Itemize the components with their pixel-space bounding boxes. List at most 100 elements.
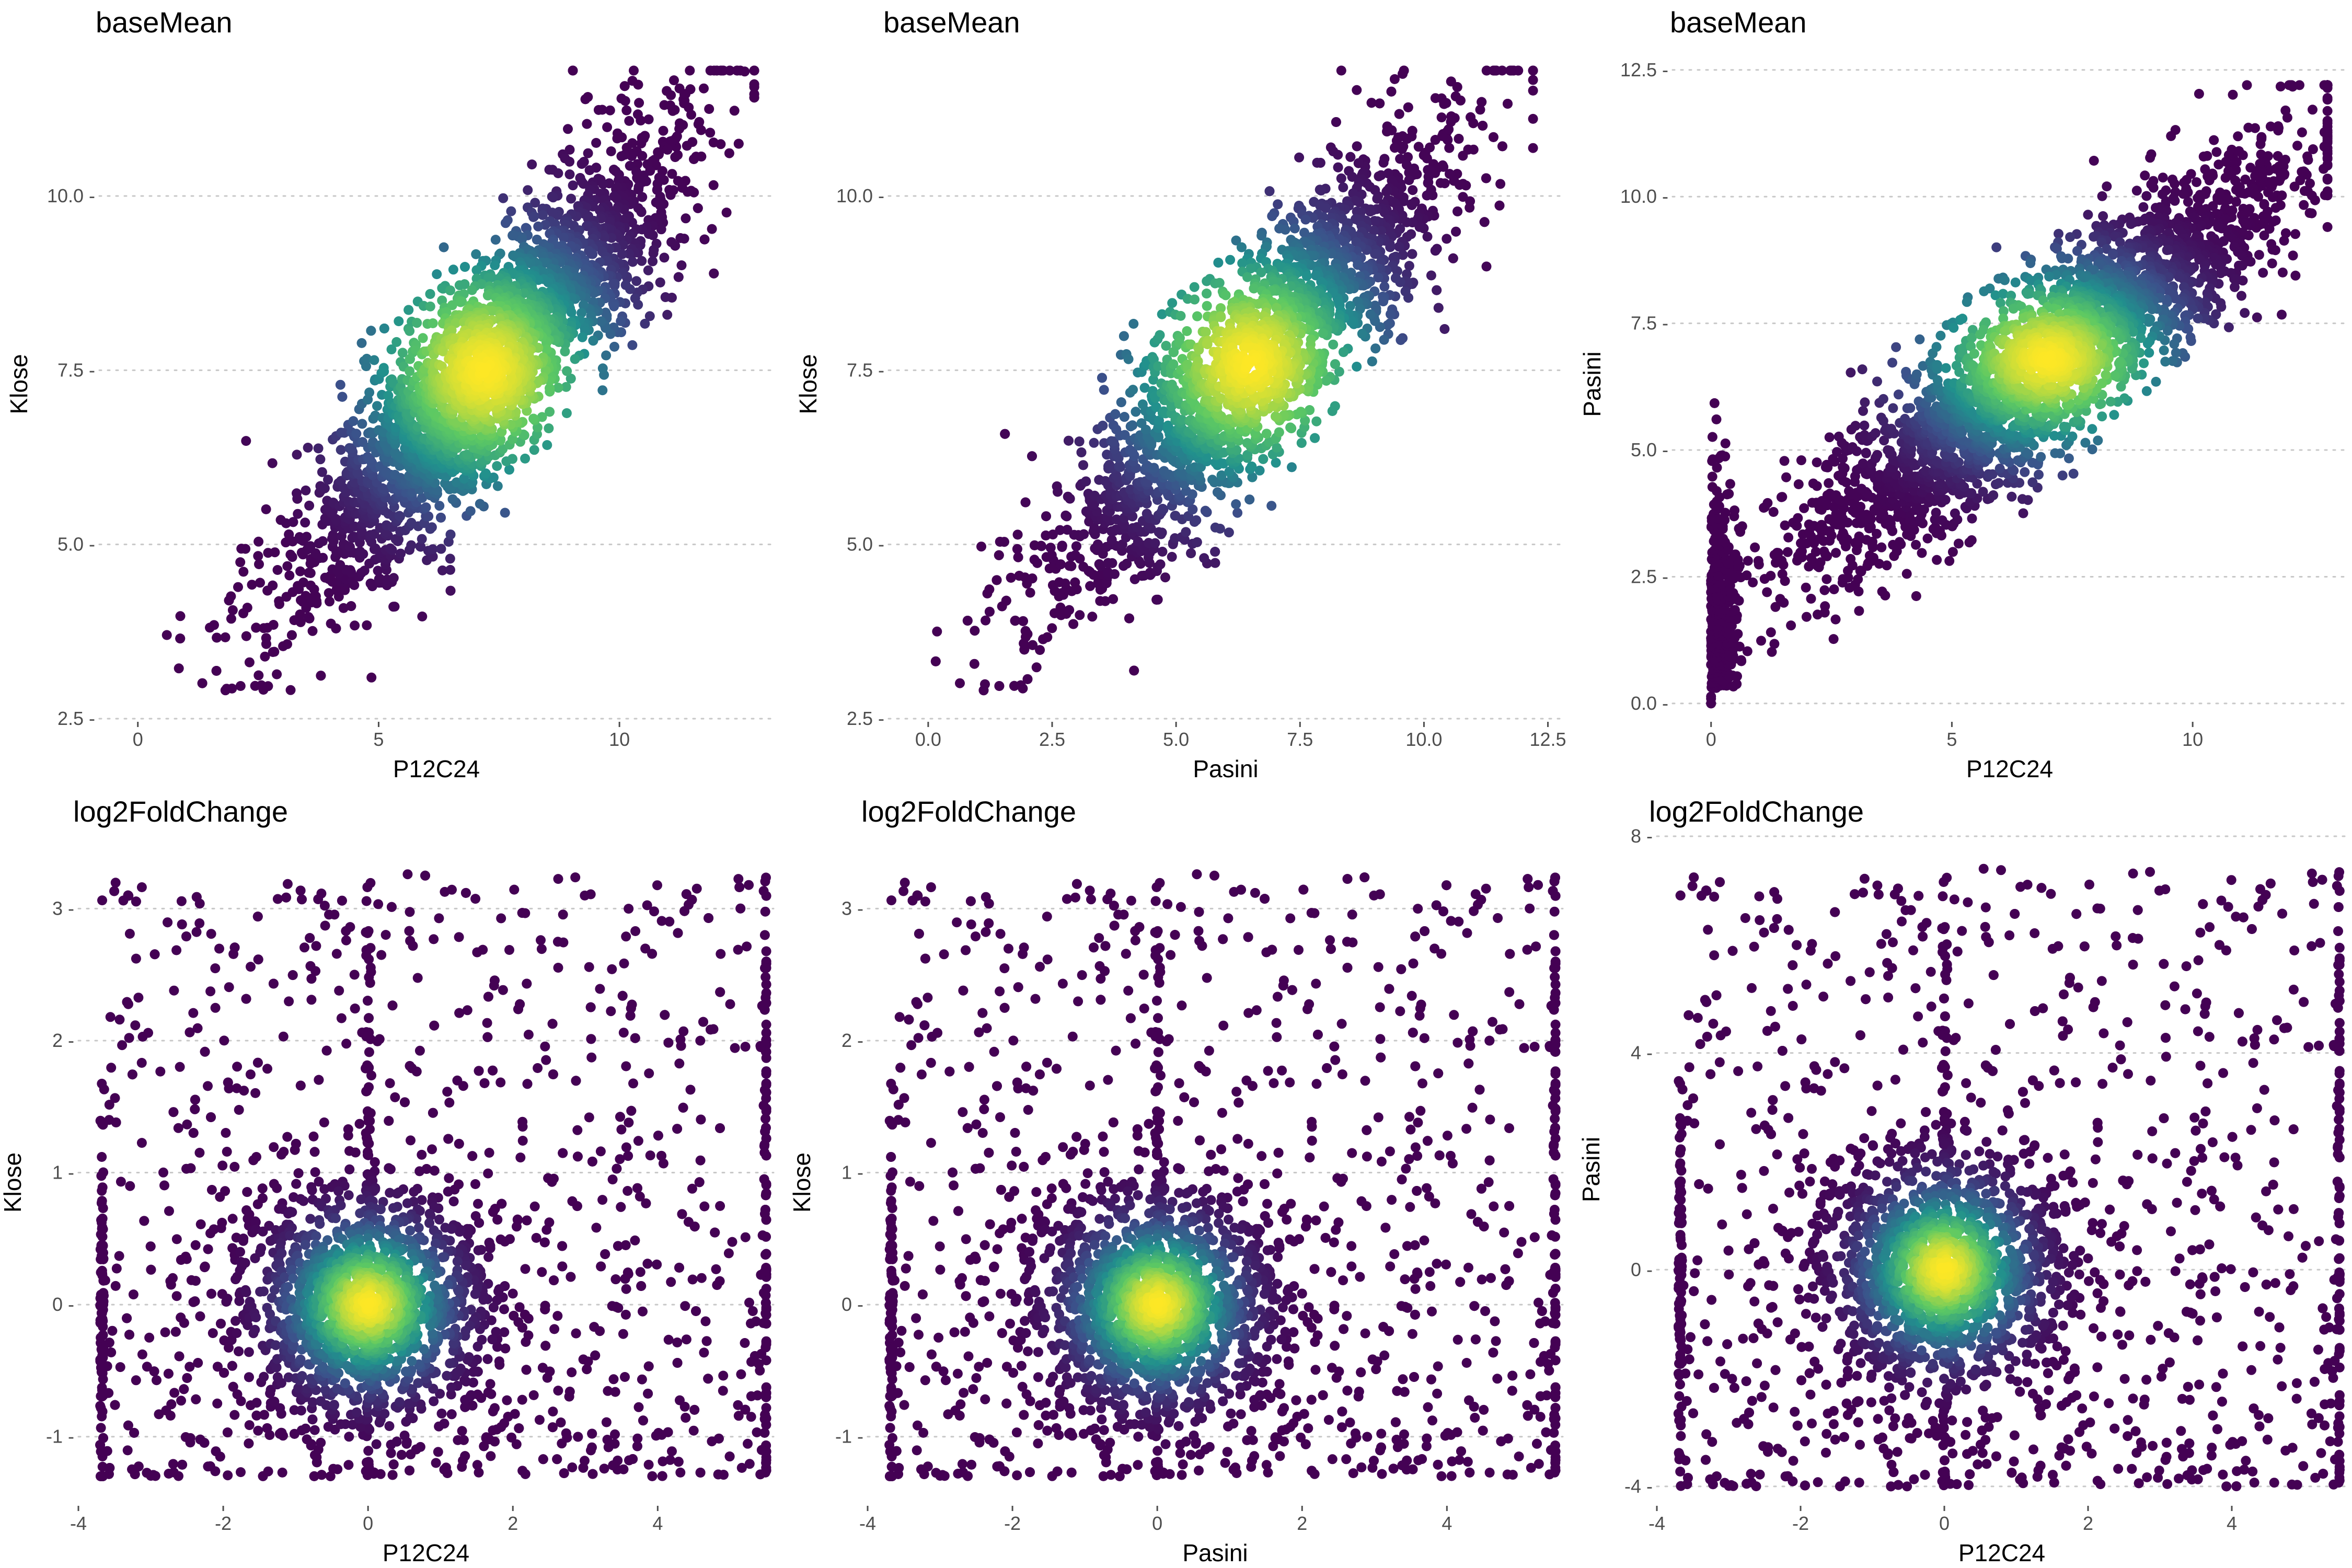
scatter-point [542, 440, 552, 450]
scatter-point [1068, 619, 1079, 629]
scatter-point [506, 206, 516, 216]
scatter-point [1213, 487, 1223, 498]
scatter-point [253, 551, 263, 561]
scatter-point [272, 669, 282, 679]
scatter-point [388, 573, 399, 583]
scatter-point [553, 168, 563, 178]
scatter-point [930, 656, 941, 666]
scatter-point [606, 146, 616, 156]
scatter-point [331, 584, 342, 594]
scatter-point [295, 566, 305, 577]
scatter-point [1404, 175, 1414, 186]
scatter-point [729, 106, 740, 116]
scatter-point [1381, 187, 1392, 197]
scatter-point [366, 326, 376, 336]
scatter-point [1458, 151, 1468, 161]
scatter-point [1006, 572, 1016, 583]
scatter-point [1200, 505, 1210, 516]
scatter-point [1075, 610, 1085, 620]
scatter-point [529, 445, 539, 455]
scatter-point [1142, 509, 1152, 519]
scatter-point [1149, 463, 1159, 473]
scatter-point [310, 548, 321, 558]
scatter-point [1042, 632, 1053, 642]
scatter-point [633, 175, 644, 185]
scatter-point [1065, 493, 1075, 504]
scatter-point [682, 141, 692, 151]
scatter-point [445, 285, 455, 296]
scatter-point [460, 262, 470, 272]
scatter-point [1087, 612, 1098, 622]
scatter-point [269, 647, 280, 657]
scatter-point [662, 145, 673, 155]
scatter-point [1027, 573, 1037, 584]
scatter-point [365, 578, 376, 589]
scatter-point [346, 601, 356, 612]
scatter-point [282, 561, 293, 571]
scatter-point [286, 630, 297, 640]
scatter-point [345, 565, 355, 575]
scatter-point [1333, 162, 1343, 172]
scatter-point [244, 657, 255, 667]
scatter-point [385, 543, 395, 554]
scatter-point [261, 504, 271, 514]
scatter-point [1018, 616, 1028, 626]
scatter-point [1131, 407, 1141, 417]
scatter-point [445, 554, 455, 564]
scatter-point [1266, 501, 1277, 511]
scatter-point [1020, 497, 1031, 508]
scatter-point [247, 580, 257, 590]
x-tick-label: 5 [373, 729, 384, 750]
scatter-point [418, 333, 428, 343]
scatter-point [209, 620, 219, 630]
scatter-point [1029, 555, 1040, 565]
scatter-point [584, 165, 595, 176]
scatter-point [570, 354, 580, 364]
scatter-point [1274, 223, 1285, 234]
scatter-point [630, 293, 640, 304]
scatter-point [1449, 176, 1459, 186]
scatter-point [261, 633, 271, 643]
x-tick-labels: 0 5 10 [133, 722, 630, 750]
scatter-point [364, 387, 375, 398]
scatter-point [601, 350, 612, 361]
scatter-point [627, 340, 638, 350]
scatter-point [631, 276, 642, 286]
scatter-point [1079, 529, 1089, 539]
scatter-point [498, 193, 509, 203]
scatter-point [396, 548, 406, 559]
scatter-point [316, 671, 326, 681]
scatter-point [1213, 258, 1224, 268]
scatter-point [1422, 190, 1432, 201]
scatter-point [212, 632, 222, 643]
scatter-point [1481, 261, 1492, 272]
scatter-point [1036, 540, 1046, 551]
scatter-point [548, 192, 558, 203]
scatter-point [605, 105, 615, 116]
x-tick-label: 10 [609, 729, 630, 750]
scatter-point [300, 517, 310, 528]
scatter-point [1365, 309, 1376, 319]
scatter-point [1379, 281, 1390, 292]
scatter-point [1107, 558, 1117, 568]
scatter-point [394, 316, 404, 327]
scatter-point [612, 133, 622, 144]
scatter-point [580, 94, 591, 105]
panel-basemean-klose-vs-pasini: baseMean 2.5 -5.0 -7.5 -10.0 - 0.0 2.5 5.0… [794, 6, 1566, 782]
scatter-point [1119, 412, 1129, 422]
scatter-point [1475, 105, 1485, 115]
scatter-point [268, 580, 278, 591]
scatter-point [318, 552, 328, 563]
scatter-point [1336, 173, 1346, 183]
scatter-point [357, 419, 367, 429]
scatter-point [597, 363, 608, 374]
scatter-point [1089, 437, 1099, 448]
scatter-point [351, 429, 362, 439]
scatter-point [235, 557, 246, 568]
scatter-point [1128, 385, 1138, 395]
scatter-point [1140, 424, 1151, 435]
scatter-point [406, 517, 417, 528]
scatter-point [1345, 152, 1356, 162]
scatter-point [1137, 399, 1148, 410]
scatter-point [633, 79, 643, 90]
